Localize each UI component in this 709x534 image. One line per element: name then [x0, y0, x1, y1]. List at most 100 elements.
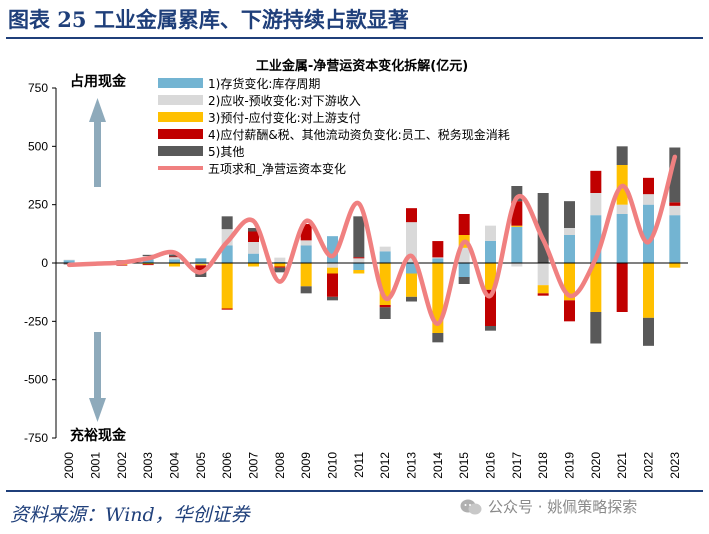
- bar-inventory-2000: [63, 260, 75, 263]
- x-tick-label: 2004: [168, 452, 182, 479]
- bar-other_ops-2014: [432, 241, 444, 258]
- watermark: 公众号 · 姚佩策略探索: [460, 496, 637, 517]
- bar-inventory-2023: [669, 215, 681, 263]
- bar-prepay-2009: [300, 263, 312, 287]
- bar-prepay-2016: [485, 263, 496, 290]
- legend-label-receivable: 2)应收-预收变化:对下游收入: [208, 93, 361, 108]
- bar-other-2010: [327, 296, 338, 301]
- bar-receivable-2000: [63, 259, 75, 261]
- bar-other-2014: [432, 333, 444, 343]
- chart-title: 工业金属-净营运资本变化拆解(亿元): [256, 58, 468, 74]
- x-tick-label: 2014: [431, 452, 445, 479]
- x-tick-label: 2006: [220, 452, 234, 479]
- bar-other_ops-2005: [195, 265, 207, 272]
- x-tick-label: 2021: [615, 452, 629, 479]
- bar-receivable-2019: [564, 228, 575, 235]
- bar-receivable-2016: [485, 225, 496, 241]
- y-tick-label: 750: [28, 81, 48, 95]
- bar-other_ops-2019: [564, 300, 575, 322]
- bar-inventory-2016: [485, 240, 496, 263]
- bar-inventory-2004: [169, 259, 180, 263]
- annotation-bottom: 充裕现金: [70, 427, 127, 444]
- bar-receivable-2006: [221, 229, 233, 246]
- x-tick-label: 2003: [141, 452, 155, 479]
- y-tick-label: 250: [28, 198, 48, 212]
- x-tick-label: 2018: [536, 452, 550, 479]
- legend-label-prepay: 3)预付-应付变化:对上游支付: [208, 110, 361, 125]
- bar-other-2022: [643, 317, 654, 346]
- bar-other_ops-2023: [669, 202, 681, 206]
- bar-other-2008: [274, 267, 286, 273]
- legend-swatch-other_ops: [158, 129, 203, 139]
- bar-inventory-2021: [616, 214, 628, 263]
- down-arrow-shaft: [94, 332, 101, 398]
- sum-line: [66, 154, 678, 326]
- bar-receivable-2015: [458, 247, 470, 263]
- bar-inventory-2011: [353, 263, 365, 270]
- bar-other_ops-2018: [537, 293, 549, 296]
- bar-prepay-2012: [379, 263, 391, 305]
- bar-receivable-2023: [669, 205, 681, 216]
- bar-prepay-2005: [195, 264, 207, 266]
- footer-rule: [6, 490, 703, 492]
- bar-receivable-2008: [274, 257, 286, 262]
- bar-prepay-2006: [221, 263, 233, 309]
- bar-other_ops-2002: [116, 264, 128, 266]
- bar-other_ops-2013: [406, 208, 417, 223]
- legend-label-inventory: 1)存货变化:库存周期: [208, 76, 320, 91]
- bar-inventory-2019: [564, 235, 575, 263]
- bar-prepay-2019: [564, 263, 575, 301]
- bar-receivable-2018: [537, 263, 549, 286]
- x-tick-label: 2009: [299, 452, 313, 479]
- bar-inventory-2022: [643, 204, 654, 263]
- x-tick-label: 2007: [247, 452, 261, 479]
- source-note: 资料来源：Wind，华创证券: [10, 504, 250, 526]
- bar-receivable-2020: [590, 193, 602, 216]
- bar-other-2011: [353, 216, 365, 258]
- bar-other_ops-2010: [327, 273, 338, 297]
- bar-other_ops-2004: [169, 256, 180, 258]
- x-tick-label: 2013: [405, 452, 419, 479]
- bar-other_ops-2003: [142, 264, 154, 266]
- up-arrow-shaft: [94, 122, 101, 187]
- bar-receivable-2005: [195, 263, 207, 265]
- bar-inventory-2014: [432, 258, 444, 263]
- bar-prepay-2017: [511, 225, 523, 227]
- bar-inventory-2007: [248, 253, 259, 263]
- annotation-top: 占用现金: [70, 73, 127, 90]
- bar-other_ops-2006: [221, 308, 233, 310]
- bar-prepay-2007: [248, 263, 259, 267]
- bar-receivable-2014: [432, 257, 444, 259]
- axes-layer: -750 -500 -250 0 250 500 750 2000 2001 2002 2003 20…: [24, 81, 688, 479]
- bar-other_ops-2021: [616, 263, 628, 312]
- bar-other_ops-2022: [643, 177, 654, 195]
- legend-label-other_ops: 4)应付薪酬&税、其他流动资负变化:员工、税务现金消耗: [208, 127, 510, 142]
- bar-other-2015: [458, 277, 470, 284]
- bar-other-2013: [406, 296, 417, 302]
- x-tick-label: 2005: [194, 452, 208, 479]
- bar-prepay-2003: [142, 263, 154, 265]
- bar-prepay-2004: [169, 263, 180, 267]
- x-tick-label: 2015: [457, 452, 471, 479]
- up-arrow-head: [89, 98, 106, 122]
- chart: -750 -500 -250 0 250 500 750 2000 2001 2002 2003 20…: [24, 58, 688, 479]
- bar-inventory-2003: [142, 259, 154, 263]
- bar-inventory-2017: [511, 226, 523, 263]
- y-tick-label: -250: [24, 314, 48, 328]
- legend-label-other: 5)其他: [208, 145, 244, 159]
- bar-receivable-2011: [353, 258, 365, 263]
- bar-other_ops-2016: [485, 289, 496, 326]
- bar-other-2017: [511, 186, 523, 202]
- bar-other-2020: [590, 312, 602, 344]
- wechat-icon: [460, 499, 482, 514]
- bar-other-2003: [142, 254, 154, 256]
- bar-other-2009: [300, 286, 312, 294]
- x-tick-label: 2017: [510, 452, 524, 479]
- bar-other_ops-2009: [300, 224, 312, 241]
- legend-swatch-prepay: [158, 112, 203, 122]
- legend-layer: 工业金属-净营运资本变化拆解(亿元) 1)存货变化:库存周期 2)应收-预收变化:对…: [158, 58, 510, 176]
- bar-inventory-2013: [406, 263, 417, 274]
- line-layer: [66, 154, 678, 326]
- bar-inventory-2009: [300, 245, 312, 263]
